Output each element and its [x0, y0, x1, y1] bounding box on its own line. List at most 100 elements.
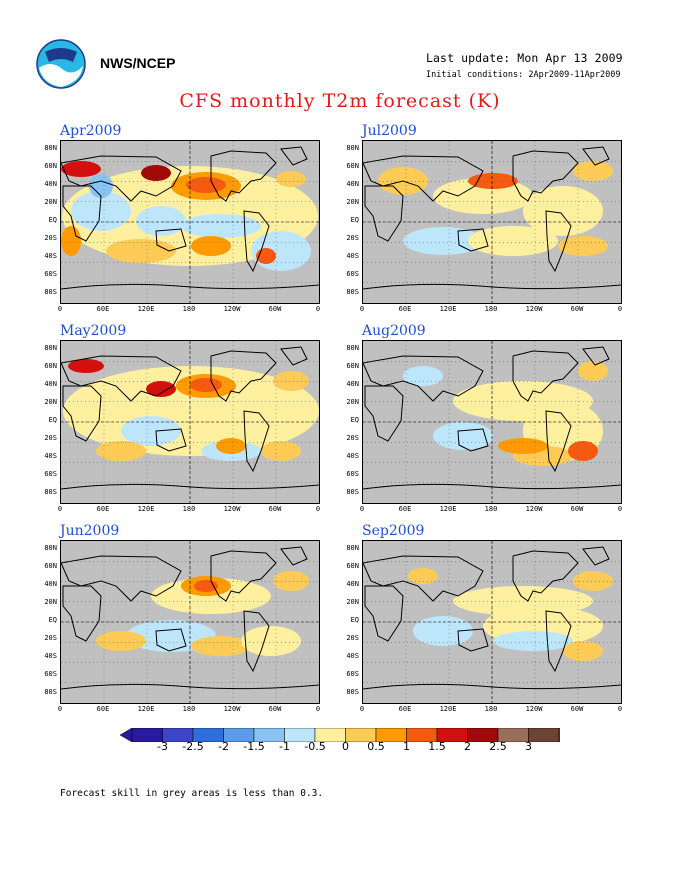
lon-tick-label: 120E: [439, 505, 457, 513]
lon-tick-label: 0: [617, 505, 623, 513]
noaa-logo: [35, 38, 87, 90]
coastline: [243, 410, 270, 473]
coastline: [210, 550, 277, 602]
anomaly-patch: [216, 438, 246, 454]
lon-tick-label: 120W: [223, 305, 241, 313]
coastline: [210, 350, 277, 402]
lat-tick-label: 40N: [44, 380, 57, 388]
lon-tick-label: 0: [57, 705, 63, 713]
anomaly-patch: [573, 161, 613, 181]
lat-tick-label: 20N: [346, 198, 359, 206]
anomaly-patch: [408, 568, 438, 584]
coastline: [243, 610, 270, 673]
anomaly-patch: [403, 366, 443, 386]
lon-tick-label: 120W: [223, 505, 241, 513]
anomaly-patch: [433, 422, 493, 450]
lon-tick-label: 120E: [439, 305, 457, 313]
anomaly-patch: [89, 174, 113, 198]
coastline: [582, 546, 610, 566]
lat-tick-label: 40S: [346, 452, 359, 460]
coastline: [363, 683, 621, 690]
lon-tick-label: 0: [315, 705, 321, 713]
coastline: [61, 283, 319, 290]
coastline: [61, 683, 319, 690]
lat-tick-label: 40S: [346, 652, 359, 660]
coastline: [512, 550, 579, 602]
lat-tick-label: 20S: [44, 434, 57, 442]
anomaly-patch: [191, 636, 251, 656]
anomaly-patch: [141, 165, 171, 181]
anomaly-patch: [523, 186, 603, 236]
lat-tick-label: 20N: [346, 598, 359, 606]
lon-tick-label: 0: [359, 505, 365, 513]
lat-tick-label: 60N: [346, 362, 359, 370]
map-canvas: [61, 341, 319, 503]
lon-tick-label: 0: [315, 505, 321, 513]
coastline: [61, 483, 319, 490]
coastline: [457, 628, 489, 652]
anomaly-patch: [194, 580, 218, 592]
anomaly-patch: [468, 173, 518, 189]
lat-tick-label: 60S: [44, 470, 57, 478]
lon-tick-label: 120E: [137, 705, 155, 713]
lon-tick-label: 0: [57, 505, 63, 513]
lat-tick-label: EQ: [48, 216, 57, 224]
anomaly-patch: [190, 378, 222, 392]
anomaly-patch: [276, 171, 306, 187]
lon-tick-label: 60E: [96, 305, 110, 313]
anomaly-patch: [578, 361, 608, 381]
coastline: [512, 150, 579, 202]
lon-tick-label: 120E: [439, 705, 457, 713]
map-may: [60, 340, 320, 504]
colorbar-label: 0: [342, 740, 349, 753]
lat-tick-label: 60N: [346, 162, 359, 170]
colorbar-label: -1: [279, 740, 290, 753]
anomaly-patch: [61, 226, 81, 256]
anomaly-patch: [136, 206, 186, 236]
lat-tick-label: 40S: [44, 252, 57, 260]
coastline: [62, 185, 102, 242]
lat-tick-label: 20S: [346, 634, 359, 642]
anomaly-patch: [191, 236, 231, 256]
lat-tick-label: 80N: [346, 344, 359, 352]
lat-tick-label: EQ: [48, 416, 57, 424]
lon-tick-label: 60W: [570, 505, 584, 513]
lat-tick-label: 80S: [44, 688, 57, 696]
lon-tick-label: 120W: [525, 505, 543, 513]
anomaly-patch: [273, 371, 309, 391]
lat-tick-label: 60S: [346, 270, 359, 278]
lon-tick-label: 60W: [268, 505, 282, 513]
lon-tick-label: 0: [315, 305, 321, 313]
lon-tick-label: 60E: [398, 505, 412, 513]
colorbar-label: 3: [525, 740, 532, 753]
lat-tick-label: 20N: [44, 198, 57, 206]
lat-tick-label: 20N: [44, 398, 57, 406]
lat-tick-label: EQ: [350, 616, 359, 624]
panel-title-may: May2009: [60, 323, 127, 339]
colorbar-label: 1: [403, 740, 410, 753]
lat-tick-label: 60S: [44, 270, 57, 278]
lon-tick-label: 180: [484, 505, 498, 513]
map-canvas: [61, 541, 319, 703]
coastline: [545, 610, 572, 673]
anomaly-patch: [71, 191, 131, 231]
lat-tick-label: 40N: [346, 380, 359, 388]
lat-tick-label: 80S: [346, 688, 359, 696]
anomaly-patch: [568, 441, 598, 461]
lat-tick-label: 60S: [44, 670, 57, 678]
lon-tick-label: 120W: [525, 305, 543, 313]
anomaly-patch: [563, 641, 603, 661]
colorbar-label: 0.5: [367, 740, 385, 753]
initial-conditions: Initial conditions: 2Apr2009-11Apr2009: [426, 70, 621, 80]
map-sep: [362, 540, 622, 704]
anomaly-patch: [146, 381, 176, 397]
map-apr: [60, 140, 320, 304]
colorbar-cap: [119, 727, 133, 743]
coastline: [155, 628, 187, 652]
coastline: [243, 210, 270, 273]
colorbar-label: -2: [218, 740, 229, 753]
coastline: [582, 146, 610, 166]
panel-title-jul: Jul2009: [362, 123, 417, 139]
colorbar-label: 2: [464, 740, 471, 753]
colorbar-label: 1.5: [428, 740, 446, 753]
